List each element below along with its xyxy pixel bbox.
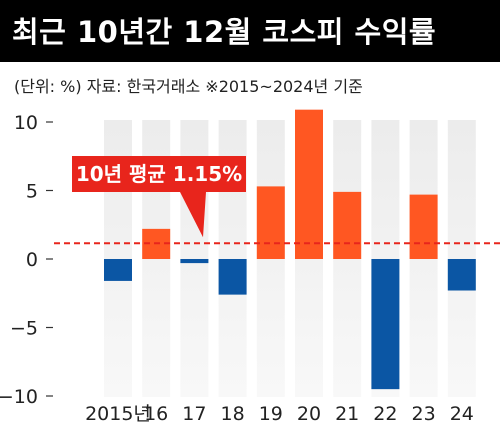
x-tick-label: 21 bbox=[335, 403, 359, 425]
average-label-box bbox=[72, 156, 246, 238]
bar-6 bbox=[295, 109, 323, 259]
x-tick-label: 19 bbox=[259, 403, 283, 425]
y-tick-label: 5 bbox=[26, 181, 38, 203]
title-bar: 최근 10년간 12월 코스피 수익률 bbox=[0, 0, 500, 62]
y-tick-label: −5 bbox=[10, 318, 38, 340]
x-tick-label: 24 bbox=[450, 403, 474, 425]
bar-8 bbox=[371, 259, 400, 390]
y-axis: 10 5 0 −5 −10 bbox=[0, 112, 53, 408]
chart-title: 최근 10년간 12월 코스피 수익률 bbox=[12, 15, 437, 49]
bar-1 bbox=[104, 259, 132, 281]
x-tick-label: 16 bbox=[144, 403, 168, 425]
bar-10 bbox=[447, 259, 476, 291]
bar-7 bbox=[333, 191, 362, 259]
bar-3 bbox=[180, 259, 209, 264]
x-tick-label: 22 bbox=[373, 403, 397, 425]
y-tick-label: −10 bbox=[0, 386, 38, 408]
average-label: 10년 평균 1.15% bbox=[76, 162, 242, 186]
bar-9 bbox=[409, 194, 438, 259]
y-tick-label: 0 bbox=[26, 249, 38, 271]
x-tick-label: 17 bbox=[182, 403, 206, 425]
x-tick-label: 23 bbox=[412, 403, 436, 425]
x-tick-label: 2015년 bbox=[85, 403, 151, 425]
column-background bbox=[447, 120, 476, 397]
bar-4 bbox=[218, 259, 247, 295]
x-tick-label: 20 bbox=[297, 403, 321, 425]
bar-5 bbox=[256, 186, 285, 259]
average-annotation: 10년 평균 1.15% bbox=[54, 156, 500, 245]
y-tick-label: 10 bbox=[14, 112, 38, 134]
x-tick-label: 18 bbox=[221, 403, 245, 425]
chart-subtitle: (단위: %) 자료: 한국거래소 ※2015~2024년 기준 bbox=[14, 77, 363, 96]
